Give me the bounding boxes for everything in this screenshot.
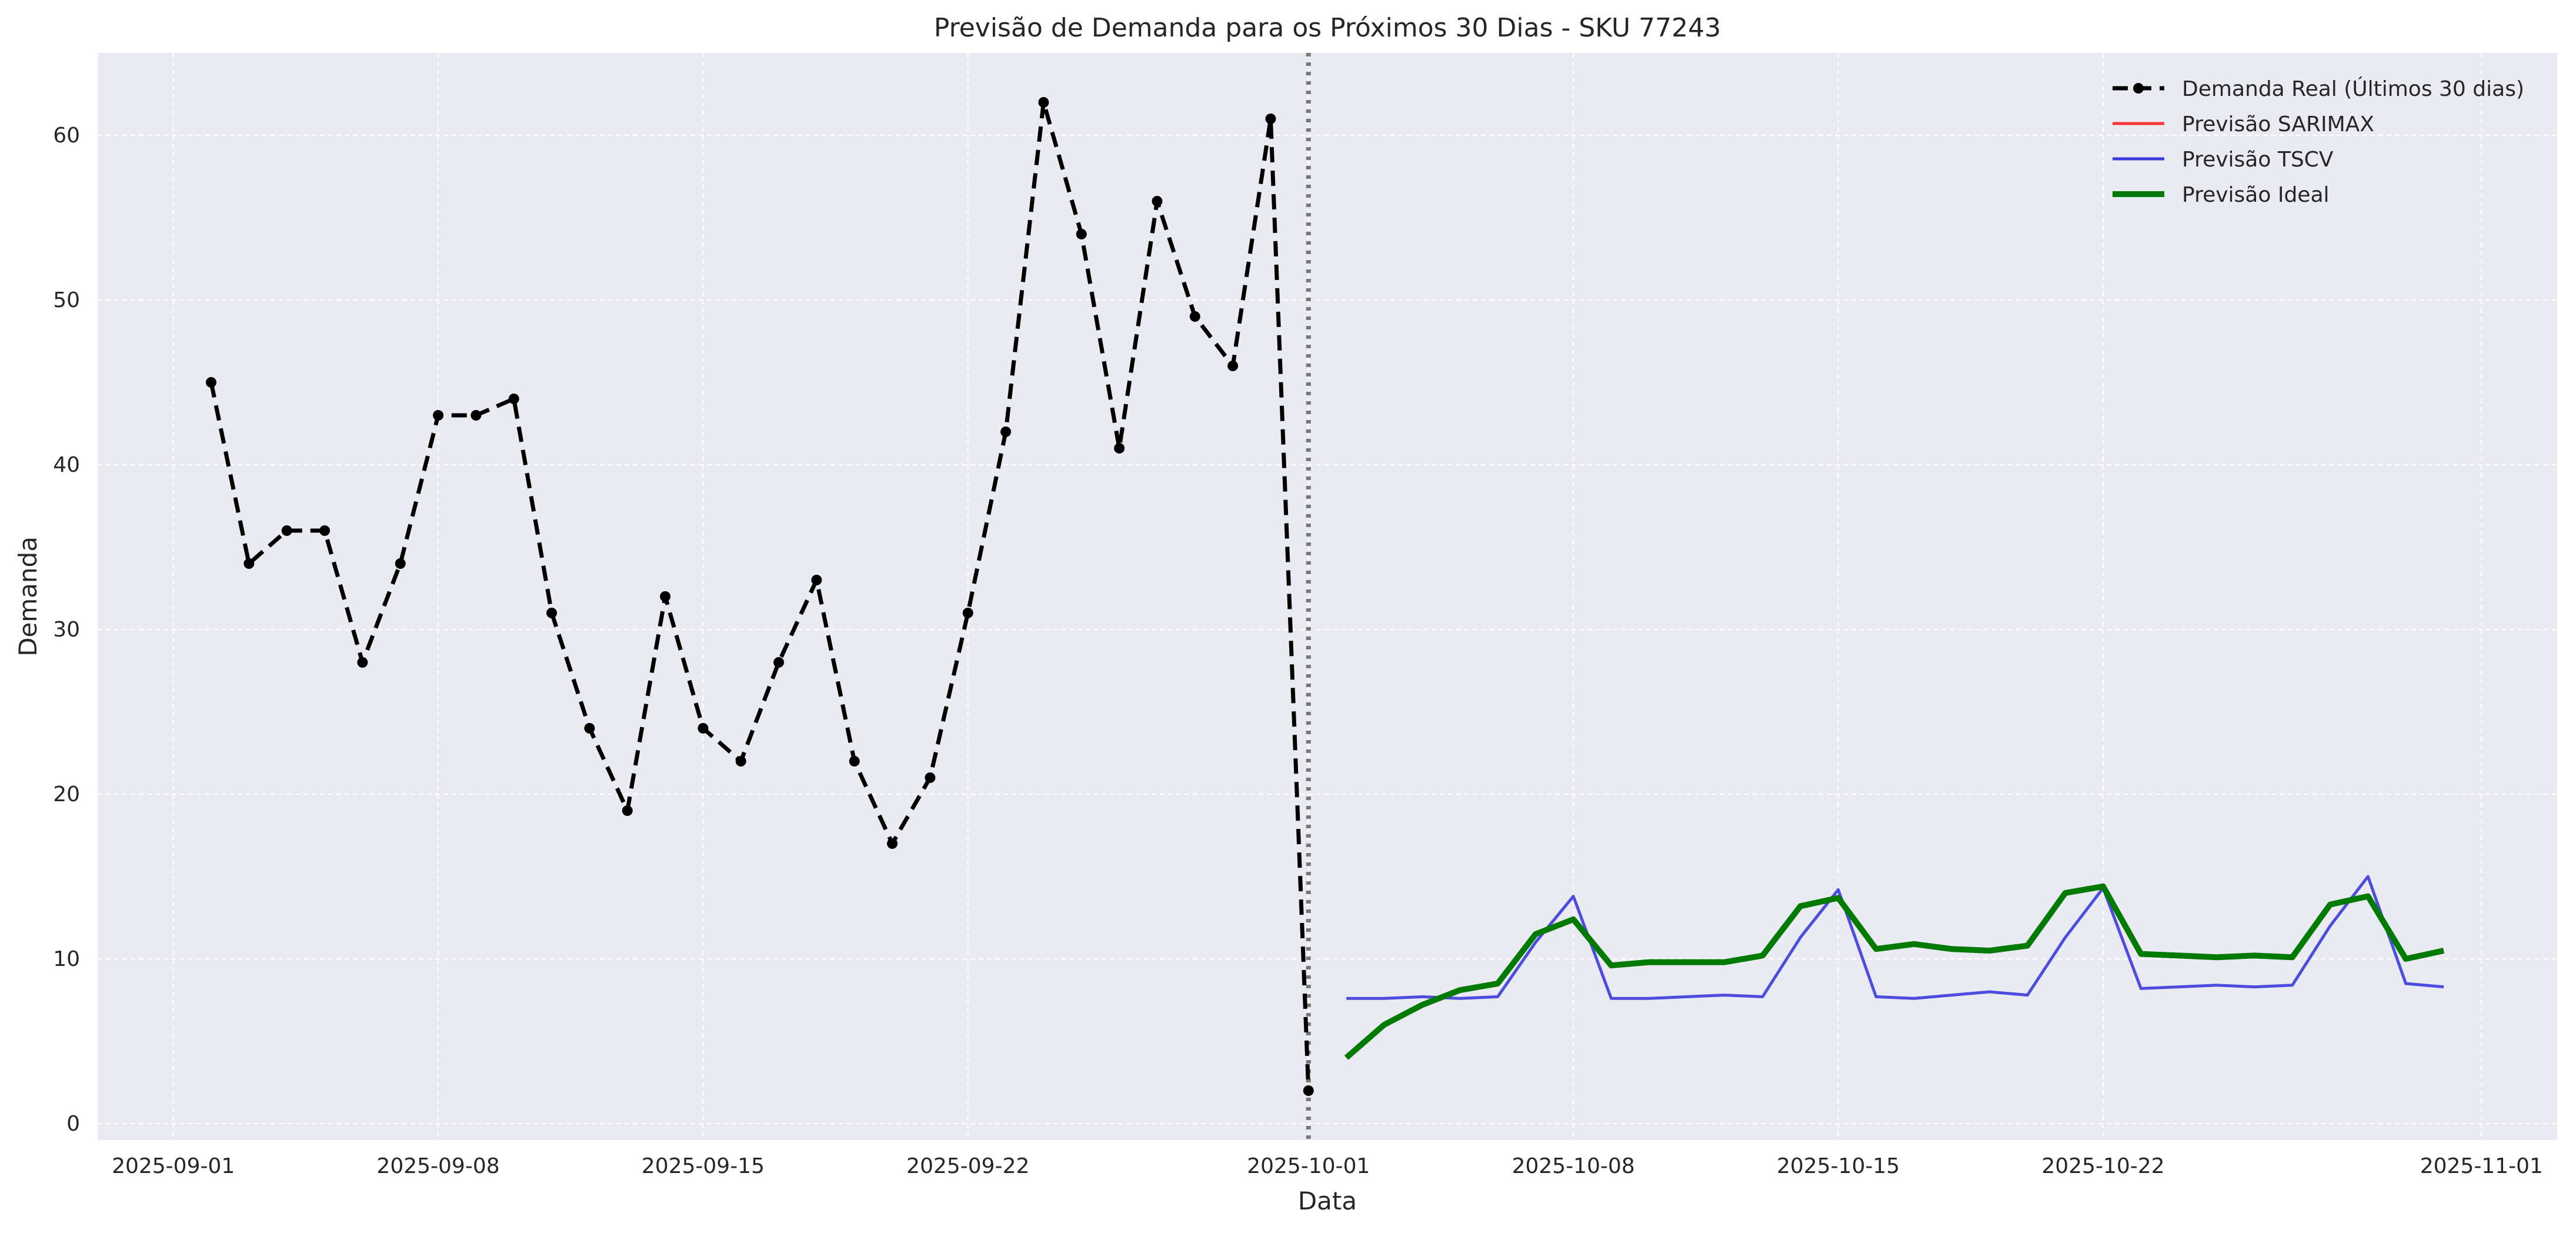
- data-point: [584, 723, 595, 734]
- legend-marker: [2133, 83, 2144, 94]
- x-tick-label: 2025-10-01: [1247, 1154, 1370, 1178]
- legend-label: Previsão TSCV: [2182, 148, 2334, 172]
- legend-label: Demanda Real (Últimos 30 dias): [2182, 76, 2524, 101]
- series-line-previsao-tscv: [1346, 875, 2444, 1000]
- y-tick-label: 30: [53, 618, 80, 642]
- x-tick-label: 2025-09-22: [906, 1154, 1029, 1178]
- legend: Demanda Real (Últimos 30 dias) Previsão S…: [2113, 76, 2524, 207]
- data-point: [849, 756, 860, 767]
- data-point: [508, 394, 519, 404]
- y-tick-label: 60: [53, 124, 80, 148]
- y-axis-ticks: 0 10 20 30 40 50 60: [53, 124, 80, 1136]
- x-tick-label: 2025-09-01: [112, 1154, 235, 1178]
- data-point: [811, 575, 822, 585]
- data-point: [1152, 196, 1163, 206]
- data-point: [433, 410, 444, 421]
- data-point: [395, 558, 406, 569]
- series-layer: [206, 97, 2445, 1096]
- data-point: [962, 608, 973, 618]
- data-point: [357, 657, 368, 668]
- x-axis-ticks: 2025-09-01 2025-09-08 2025-09-15 2025-09-22…: [112, 1154, 2543, 1178]
- data-point: [773, 657, 785, 668]
- data-point: [925, 772, 936, 783]
- y-tick-label: 40: [53, 453, 80, 477]
- data-point: [660, 591, 671, 602]
- x-tick-label: 2025-10-08: [1512, 1154, 1635, 1178]
- data-point: [1000, 426, 1012, 437]
- x-tick-label: 2025-10-22: [2041, 1154, 2164, 1178]
- y-tick-label: 50: [53, 288, 80, 312]
- data-point: [546, 608, 558, 618]
- series-line-previsao-ideal: [1344, 883, 2445, 1060]
- data-point: [206, 377, 217, 388]
- data-point: [698, 723, 709, 734]
- data-point: [471, 410, 482, 421]
- data-point: [622, 805, 633, 816]
- x-axis-label: Data: [1298, 1187, 1357, 1215]
- data-point: [735, 756, 746, 767]
- data-point: [1227, 361, 1239, 371]
- data-point: [1076, 229, 1087, 239]
- data-point: [243, 558, 255, 569]
- grid-lines: [98, 53, 2557, 1140]
- x-tick-label: 2025-09-15: [642, 1154, 765, 1178]
- y-tick-label: 10: [53, 947, 80, 971]
- data-point: [1303, 1085, 1314, 1096]
- plot-area: [98, 53, 2557, 1140]
- data-point: [887, 838, 898, 849]
- data-point: [1265, 114, 1276, 124]
- chart-title: Previsão de Demanda para os Próximos 30 …: [934, 13, 1721, 43]
- x-tick-label: 2025-10-15: [1777, 1154, 1900, 1178]
- series-line-demanda-real-ultimos-30-dias: [209, 100, 1311, 1091]
- data-point: [281, 525, 292, 536]
- data-point: [1114, 443, 1125, 454]
- data-point: [1189, 311, 1200, 322]
- y-tick-label: 20: [53, 782, 80, 807]
- x-tick-label: 2025-11-01: [2420, 1154, 2543, 1178]
- legend-label: Previsão SARIMAX: [2182, 112, 2374, 136]
- data-point: [1038, 97, 1049, 108]
- y-axis-label: Demanda: [14, 536, 42, 657]
- x-tick-label: 2025-09-08: [376, 1154, 499, 1178]
- y-tick-label: 0: [66, 1112, 80, 1136]
- legend-label: Previsão Ideal: [2182, 183, 2330, 207]
- data-point: [319, 525, 331, 536]
